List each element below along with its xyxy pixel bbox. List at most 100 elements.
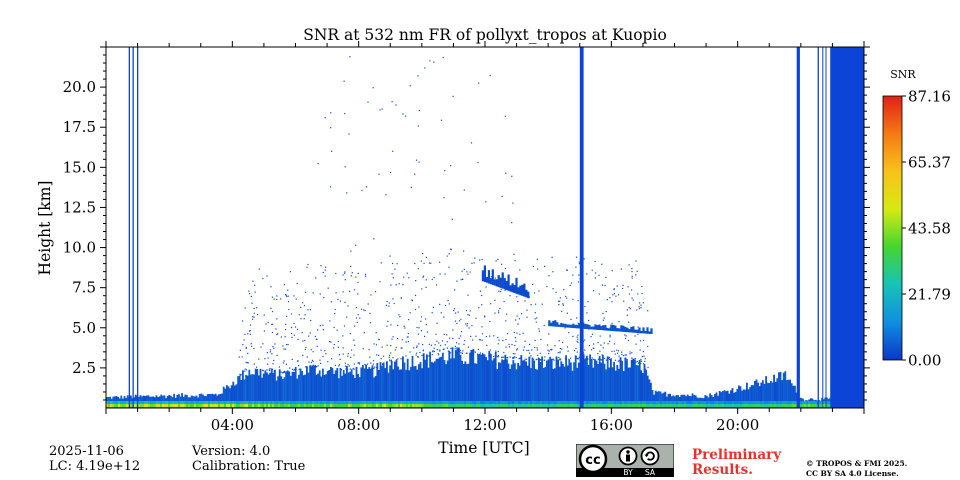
noise-speckle [551,358,553,360]
surface-cell [644,404,647,408]
noise-speckle [391,273,393,275]
noise-speckle [244,370,246,372]
surface-cell [210,401,213,404]
surface-cell [294,404,297,408]
noise-speckle [517,323,519,325]
signal-column [466,364,468,408]
surface-cell [466,404,469,408]
surface-cell [232,404,235,408]
surface-cell [490,401,493,404]
noise-speckle [440,119,443,121]
surface-cell [514,404,517,408]
surface-cell [134,401,137,404]
noise-speckle [262,343,264,345]
noise-speckle [449,337,451,339]
signal-column [245,375,247,408]
noise-speckle [433,276,435,279]
noise-speckle [513,356,515,358]
noise-speckle [283,284,285,286]
noise-speckle [513,357,515,359]
surface-cell [164,401,167,404]
noise-speckle [394,268,396,270]
surface-cell [688,404,691,408]
surface-cell [728,401,731,404]
noise-speckle [249,330,251,332]
surface-cell [666,401,669,404]
signal-column [262,373,265,408]
surface-cell [598,401,601,404]
noise-speckle [251,302,253,304]
surface-cell [326,401,329,404]
noise-speckle [485,336,487,338]
signal-column [453,358,455,408]
signal-column [323,375,326,408]
surface-cell [772,404,775,408]
surface-cell [352,401,355,404]
surface-cell [144,404,147,408]
noise-speckle [552,271,554,273]
surface-cell [146,404,149,408]
signal-column [451,347,454,408]
noise-speckle [245,347,247,349]
signal-column [534,368,537,408]
noise-speckle [635,361,637,363]
signal-column [238,375,241,408]
noise-speckle [306,266,308,268]
noise-speckle [297,360,299,362]
surface-cell [248,404,251,408]
noise-speckle [626,361,628,363]
noise-speckle [415,354,417,356]
signal-column [725,391,727,408]
noise-speckle [506,333,509,335]
signal-column [578,362,580,408]
noise-speckle [559,358,561,360]
surface-cell [614,404,617,408]
surface-cell [306,401,309,404]
signal-column [792,385,795,408]
cc-by-label: BY [623,468,633,477]
surface-cell [604,404,607,408]
signal-column [267,374,270,408]
noise-speckle [276,298,278,301]
noise-speckle [479,352,481,354]
noise-speckle [414,262,416,265]
noise-speckle [564,357,566,359]
surface-cell [224,401,227,404]
noise-speckle [470,142,473,144]
surface-cell [762,404,765,408]
signal-column [627,367,630,408]
signal-column [480,354,483,408]
surface-cell [622,401,625,404]
noise-speckle [479,290,481,292]
noise-speckle [474,351,476,353]
noise-speckle [497,356,499,358]
surface-cell [648,401,651,404]
noise-speckle [526,309,528,311]
surface-cell [444,404,447,408]
surface-cell [630,404,633,408]
surface-cell [774,404,777,408]
surface-cell [280,401,283,404]
noise-speckle [480,354,482,356]
noise-speckle [529,357,531,359]
surface-cell [712,404,715,408]
noise-speckle [331,358,333,360]
signal-column [346,365,348,408]
surface-cell [652,404,655,408]
surface-cell [566,404,569,408]
noise-speckle [311,359,313,361]
noise-speckle [262,370,264,372]
noise-speckle [603,317,605,319]
noise-speckle [607,358,609,360]
noise-speckle [559,352,561,354]
noise-speckle [621,360,623,362]
surface-cell [264,404,267,408]
noise-speckle [534,318,536,320]
surface-cell [434,404,437,408]
surface-cell [282,404,285,408]
noise-speckle [303,318,305,320]
surface-cell [650,404,653,408]
surface-cell [544,401,547,404]
signal-column [750,385,753,408]
signal-column [664,391,667,408]
